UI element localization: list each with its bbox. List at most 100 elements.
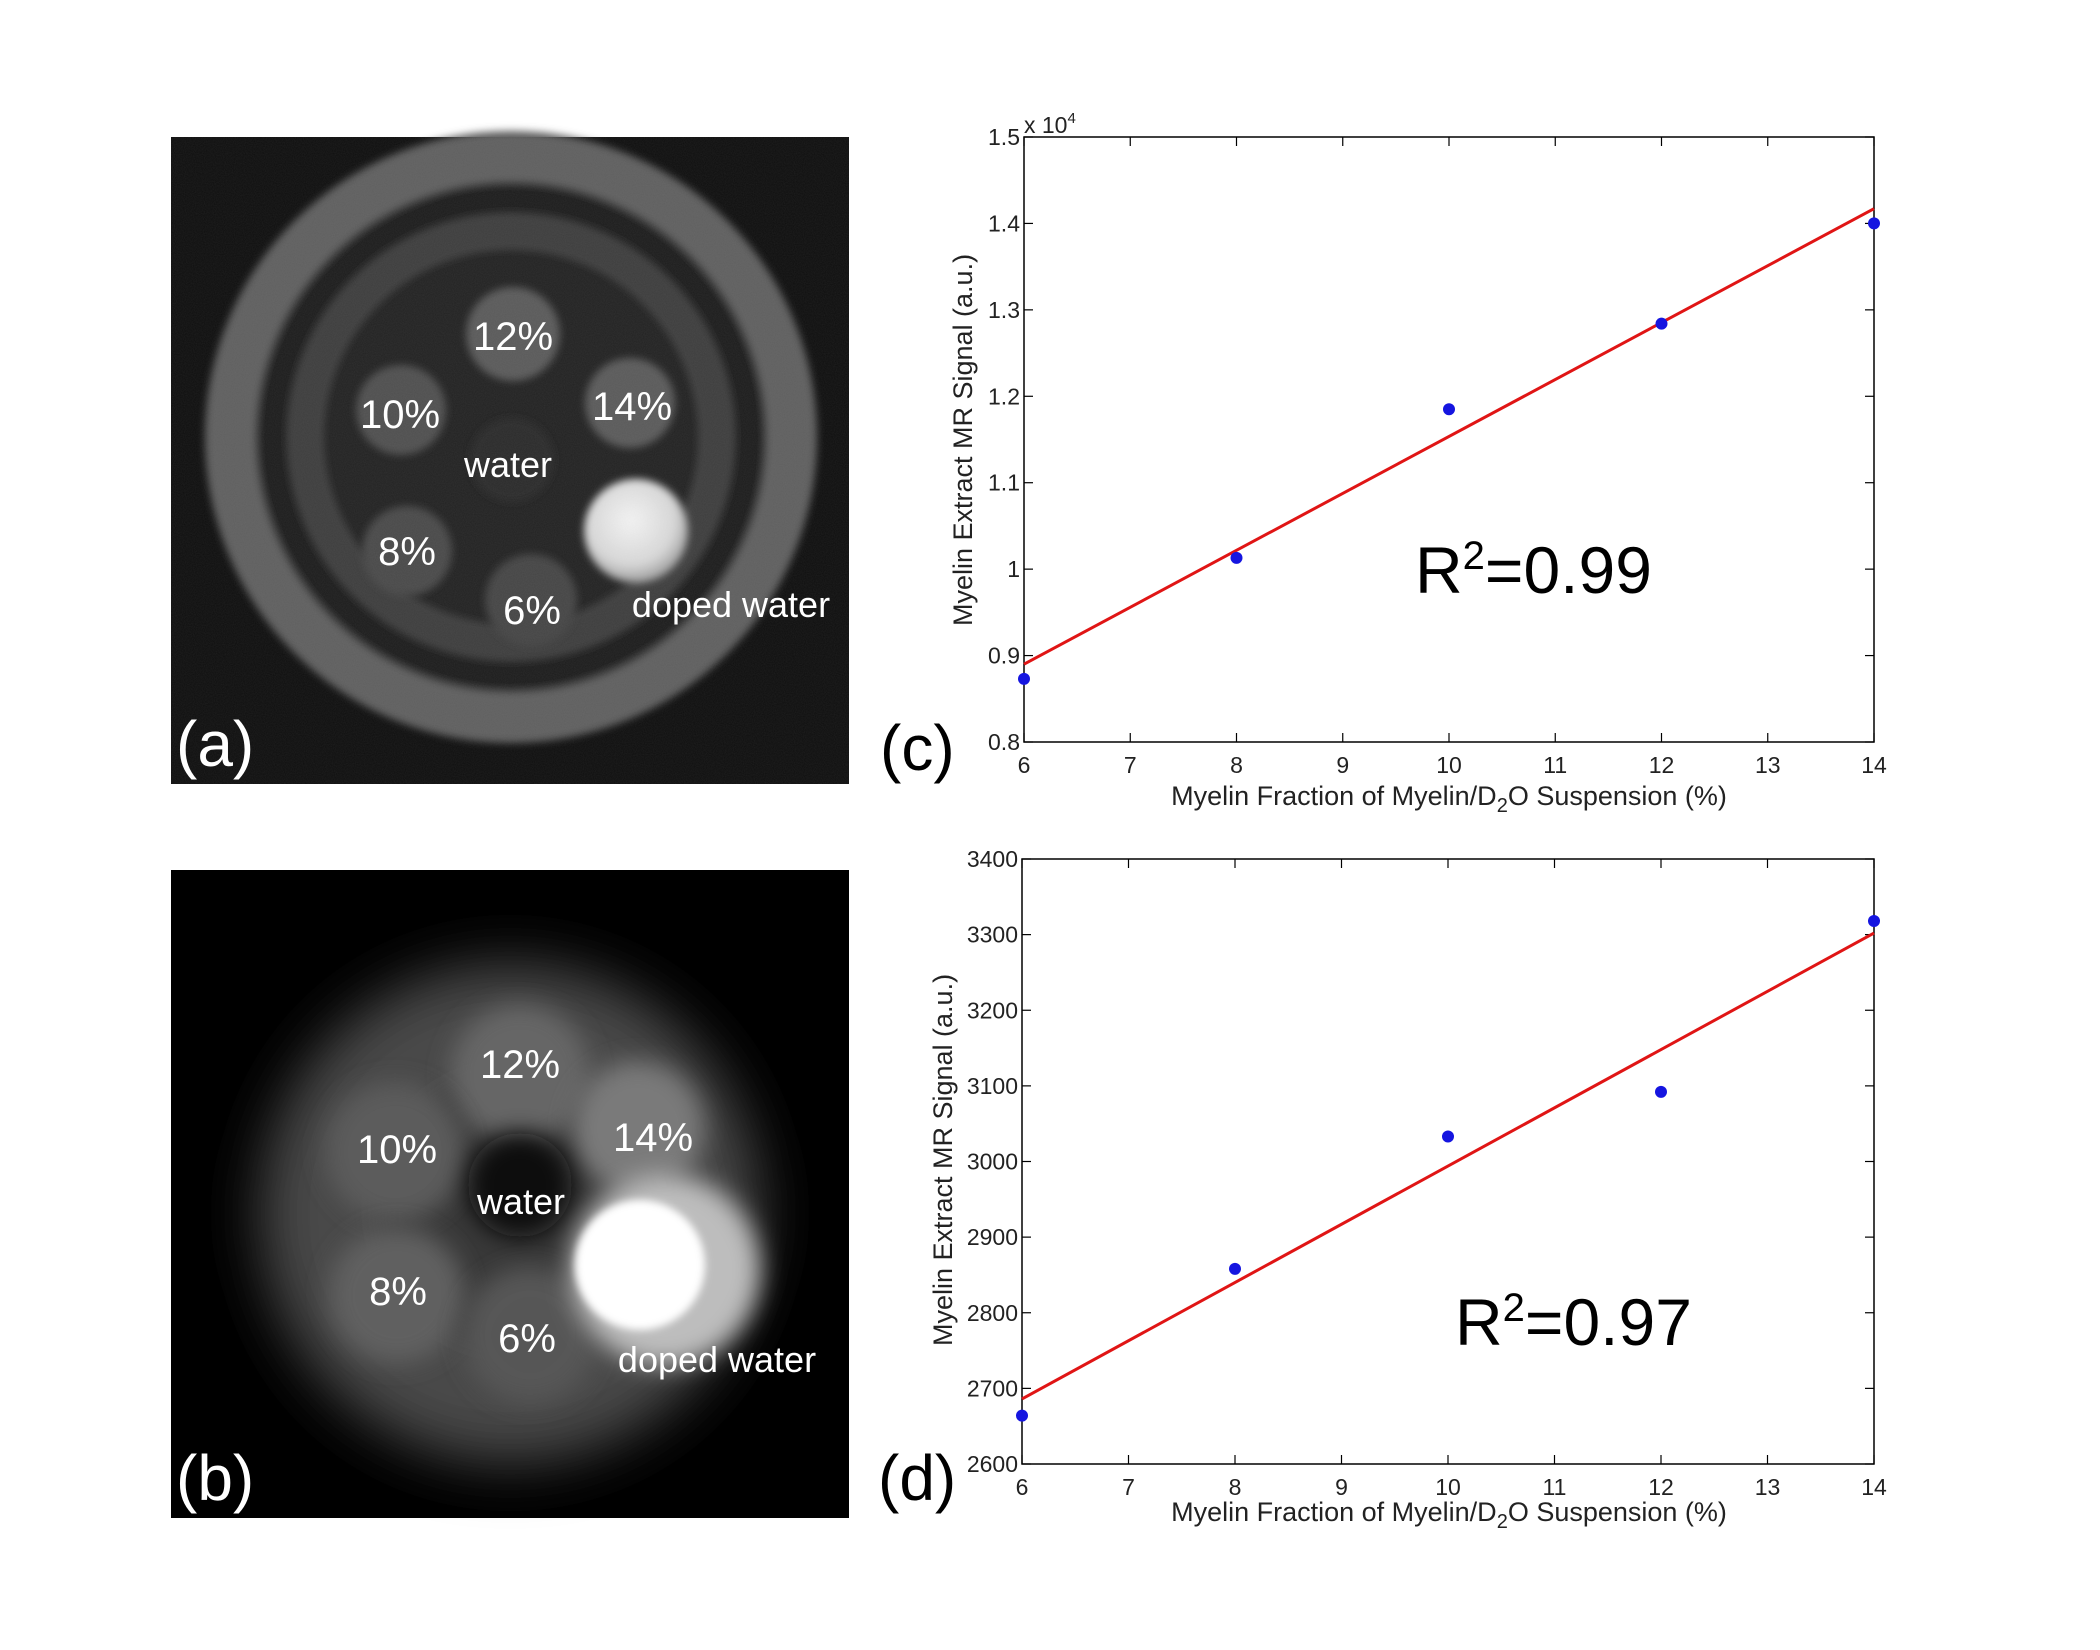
data-point [1229, 1262, 1241, 1275]
data-points [1016, 915, 1880, 1422]
x-tick-label: 10 [1435, 1474, 1461, 1500]
x-tick-label: 13 [1755, 1474, 1781, 1500]
panel-a-image: 12% 10% 14% water 8% 6% doped water (a) [171, 131, 849, 784]
label-10-percent: 10% [357, 1128, 437, 1172]
y-tick-label: 1 [1007, 556, 1020, 582]
x-tick-label: 9 [1335, 1474, 1348, 1500]
x-axis-label: Myelin Fraction of Myelin/D2O Suspension… [1171, 1497, 1727, 1533]
y-tick-label: 1.1 [988, 470, 1020, 496]
x-tick-label: 8 [1230, 752, 1243, 778]
chart-d: 6 7 8 9 10 11 12 13 14 2600 2700 2800 2900 3000 3100 3… [878, 846, 1887, 1533]
label-doped-water: doped water [632, 584, 830, 625]
panel-letter-b: (b) [176, 1442, 254, 1514]
x-tick-label: 11 [1543, 752, 1567, 778]
data-point [1442, 1130, 1454, 1143]
data-point [1443, 403, 1455, 416]
y-tick-label: 1.4 [988, 210, 1020, 236]
panel-letter-c: (c) [880, 712, 955, 784]
label-doped-water: doped water [618, 1339, 816, 1380]
panel-letter-a: (a) [176, 708, 254, 780]
x-axis-label-pre: Myelin Fraction of Myelin/D [1171, 1497, 1497, 1527]
x-axis-label: Myelin Fraction of Myelin/D2O Suspension… [1171, 781, 1727, 817]
chart-c: 6 7 8 9 10 11 12 13 14 0.8 0.9 1 1.1 1.2 1.3 1.4 1.5 x … [880, 110, 1887, 817]
y-tick-label: 1.5 [988, 124, 1020, 150]
y-tick-labels: 0.8 0.9 1 1.1 1.2 1.3 1.4 1.5 [988, 124, 1020, 755]
panel-letter-d: (d) [878, 1442, 956, 1514]
x-tick-label: 11 [1543, 1474, 1567, 1500]
r-squared-annotation: R2=0.99 [1415, 533, 1652, 607]
x-axis-label-post: O Suspension (%) [1508, 781, 1727, 811]
y-multiplier: x 104 [1024, 110, 1076, 138]
y-tick-label: 3100 [967, 1073, 1018, 1099]
label-12-percent: 12% [473, 315, 553, 359]
data-point [1655, 1085, 1667, 1098]
x-tick-label: 14 [1861, 1474, 1887, 1500]
label-12-percent: 12% [480, 1043, 560, 1087]
data-point [1868, 915, 1880, 928]
y-axis-label: Myelin Extract MR Signal (a.u.) [928, 974, 958, 1346]
y-tick-label: 1.2 [988, 383, 1020, 409]
y-tick-label: 0.9 [988, 643, 1020, 669]
x-axis-label-sub: 2 [1497, 795, 1508, 817]
x-tick-labels: 6 7 8 9 10 11 12 13 14 [1016, 1474, 1887, 1500]
x-axis-label-sub: 2 [1497, 1511, 1508, 1533]
panel-b-image: 12% 10% 14% water 8% 6% doped water (b) [171, 870, 849, 1518]
label-14-percent: 14% [592, 385, 672, 429]
label-6-percent: 6% [503, 589, 561, 633]
y-tick-label: 3300 [967, 922, 1018, 948]
label-6-percent: 6% [498, 1317, 556, 1361]
r-squared-value: =0.99 [1485, 533, 1652, 607]
x-tick-label: 10 [1436, 752, 1462, 778]
r-squared-value: =0.97 [1525, 1285, 1692, 1359]
label-8-percent: 8% [378, 530, 436, 574]
label-water: water [476, 1181, 565, 1222]
r-squared-base: R [1415, 533, 1463, 607]
x-tick-label: 8 [1229, 1474, 1242, 1500]
plot-area [1021, 858, 1875, 1465]
panel-b-blur-shapes [260, 963, 760, 1463]
label-8-percent: 8% [369, 1270, 427, 1314]
x-tick-label: 13 [1755, 752, 1781, 778]
y-tick-label: 3000 [967, 1149, 1018, 1175]
y-tick-label: 0.8 [988, 729, 1020, 755]
x-tick-label: 12 [1649, 752, 1675, 778]
y-tick-label: 3200 [967, 997, 1018, 1023]
y-tick-label: 1.3 [988, 297, 1020, 323]
x-tick-label: 12 [1648, 1474, 1674, 1500]
y-tick-label: 2600 [967, 1451, 1018, 1477]
x-tick-label: 7 [1122, 1474, 1135, 1500]
y-tick-label: 2700 [967, 1375, 1018, 1401]
plot-area [1023, 136, 1875, 743]
label-14-percent: 14% [613, 1116, 693, 1160]
data-point [1655, 317, 1668, 330]
r-squared-base: R [1455, 1285, 1503, 1359]
data-point [1018, 672, 1030, 685]
x-tick-label: 7 [1124, 752, 1137, 778]
x-tick-label: 6 [1018, 752, 1031, 778]
y-tick-label: 2800 [967, 1300, 1018, 1326]
data-points [1018, 217, 1880, 685]
fit-line [1021, 931, 1875, 1401]
r-squared-annotation: R2=0.97 [1455, 1285, 1692, 1359]
x-tick-label: 9 [1336, 752, 1349, 778]
y-axis-label: Myelin Extract MR Signal (a.u.) [948, 254, 978, 626]
y-tick-label: 3400 [967, 846, 1018, 872]
data-point [1230, 551, 1243, 564]
panel-a-noise [171, 137, 849, 784]
x-axis-label-post: O Suspension (%) [1508, 1497, 1727, 1527]
x-tick-label: 14 [1861, 752, 1887, 778]
x-axis-label-pre: Myelin Fraction of Myelin/D [1171, 781, 1497, 811]
data-point [1016, 1409, 1028, 1422]
y-multiplier-exp: 4 [1067, 110, 1075, 127]
x-tick-label: 6 [1016, 1474, 1029, 1500]
y-tick-label: 2900 [967, 1224, 1018, 1250]
fit-line [1023, 207, 1875, 666]
r-squared-exp: 2 [1503, 1286, 1525, 1330]
label-water: water [463, 444, 552, 485]
data-point [1868, 217, 1880, 230]
r-squared-exp: 2 [1463, 534, 1485, 578]
y-multiplier-base: x 10 [1024, 112, 1067, 138]
label-10-percent: 10% [360, 393, 440, 437]
x-tick-labels: 6 7 8 9 10 11 12 13 14 [1018, 752, 1887, 778]
